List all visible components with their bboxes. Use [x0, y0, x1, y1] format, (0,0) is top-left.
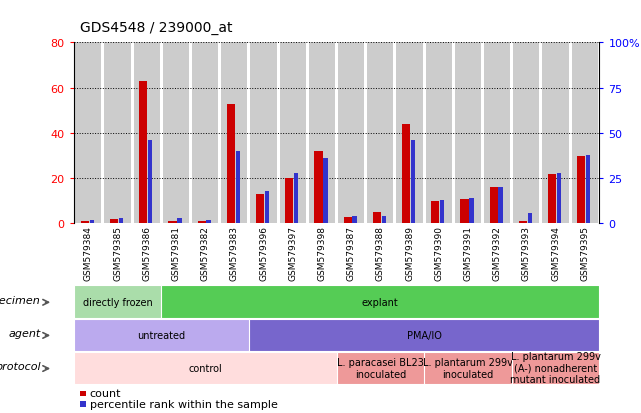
Bar [455, 43, 481, 224]
Bar [309, 43, 335, 224]
Bar [499, 188, 503, 224]
Bar [542, 43, 569, 224]
Bar [372, 213, 381, 224]
Bar [490, 188, 497, 224]
Bar [513, 43, 540, 224]
Text: L. plantarum 299v
(A-) nonadherent
mutant inoculated: L. plantarum 299v (A-) nonadherent mutan… [510, 351, 601, 385]
Bar [367, 43, 394, 224]
Bar [177, 218, 181, 224]
Bar [197, 222, 206, 224]
Text: specimen: specimen [0, 295, 40, 305]
Bar [426, 43, 452, 224]
Bar [227, 104, 235, 224]
Bar [169, 222, 176, 224]
Bar [110, 219, 118, 224]
Text: L. paracasei BL23
inoculated: L. paracasei BL23 inoculated [337, 357, 424, 379]
Bar [381, 217, 386, 224]
Bar [469, 199, 474, 224]
Bar [163, 43, 189, 224]
Bar [484, 43, 510, 224]
Text: control: control [188, 363, 222, 373]
Bar [344, 217, 352, 224]
Text: L. plantarum 299v
inoculated: L. plantarum 299v inoculated [423, 357, 513, 379]
Bar [104, 43, 131, 224]
Bar [557, 173, 562, 224]
Text: GDS4548 / 239000_at: GDS4548 / 239000_at [80, 21, 233, 35]
Bar [139, 82, 147, 224]
Bar [528, 213, 532, 224]
Bar [519, 222, 527, 224]
Bar [206, 220, 211, 224]
Bar [265, 191, 269, 224]
Bar [440, 200, 444, 224]
Text: protocol: protocol [0, 361, 40, 371]
Bar [572, 43, 598, 224]
Bar [119, 218, 123, 224]
Bar [251, 43, 277, 224]
Bar [577, 156, 585, 224]
Bar [81, 222, 89, 224]
Bar [411, 141, 415, 224]
Bar [402, 125, 410, 224]
Bar [133, 43, 160, 224]
Text: agent: agent [8, 328, 40, 338]
Bar [460, 199, 469, 224]
Bar [285, 179, 294, 224]
Bar [279, 43, 306, 224]
Text: directly frozen: directly frozen [83, 297, 153, 307]
Bar [192, 43, 218, 224]
Bar [294, 173, 299, 224]
Bar [338, 43, 364, 224]
Bar [90, 220, 94, 224]
Bar [323, 159, 328, 224]
Bar [148, 141, 153, 224]
Text: explant: explant [362, 297, 399, 307]
Text: count: count [90, 388, 121, 398]
Bar [548, 174, 556, 224]
Text: percentile rank within the sample: percentile rank within the sample [90, 399, 278, 409]
Bar [256, 195, 264, 224]
Bar [586, 155, 590, 224]
Bar [396, 43, 422, 224]
Bar [314, 152, 322, 224]
Bar [75, 43, 101, 224]
Bar [431, 201, 439, 224]
Bar [353, 217, 357, 224]
Bar [221, 43, 247, 224]
Bar [236, 152, 240, 224]
Text: PMA/IO: PMA/IO [406, 330, 442, 340]
Text: untreated: untreated [137, 330, 185, 340]
